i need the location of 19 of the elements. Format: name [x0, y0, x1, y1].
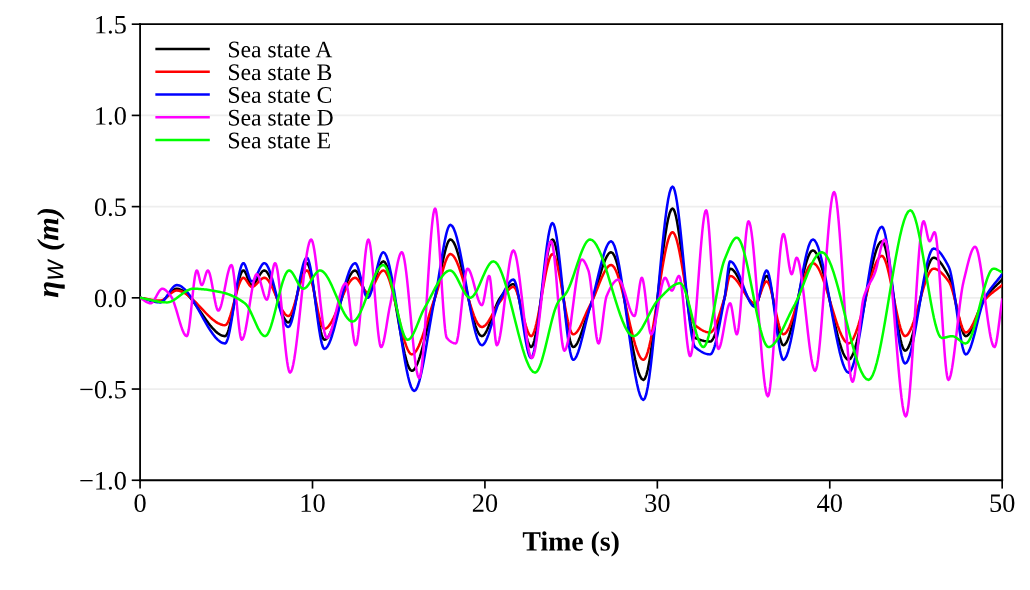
- x-tick-label: 50: [990, 494, 1015, 513]
- x-tick-label: 20: [472, 494, 498, 513]
- x-tick-label: 0: [134, 494, 146, 513]
- y-tick-label: 0.5: [94, 198, 126, 217]
- y-axis-title: η$_{W}$ (m): [37, 208, 65, 298]
- legend-label: Sea state C: [229, 87, 332, 103]
- y-tick-label: 0.0: [94, 289, 126, 308]
- y-tick-label: −0.5: [80, 380, 126, 399]
- legend-label: Sea state D: [229, 109, 333, 126]
- x-tick-label: 30: [645, 494, 670, 513]
- y-tick-label: 1.0: [96, 107, 126, 125]
- legend-label: Sea state E: [229, 132, 330, 149]
- x-tick-label: 10: [301, 494, 325, 513]
- y-tick-label: −1.0: [80, 471, 126, 490]
- legend-label: Sea state A: [229, 41, 333, 58]
- x-tick-label: 40: [817, 494, 842, 513]
- y-tick-label: 1.5: [96, 15, 126, 34]
- x-axis-title: Time (s): [522, 531, 619, 557]
- legend-label: Sea state B: [229, 64, 332, 81]
